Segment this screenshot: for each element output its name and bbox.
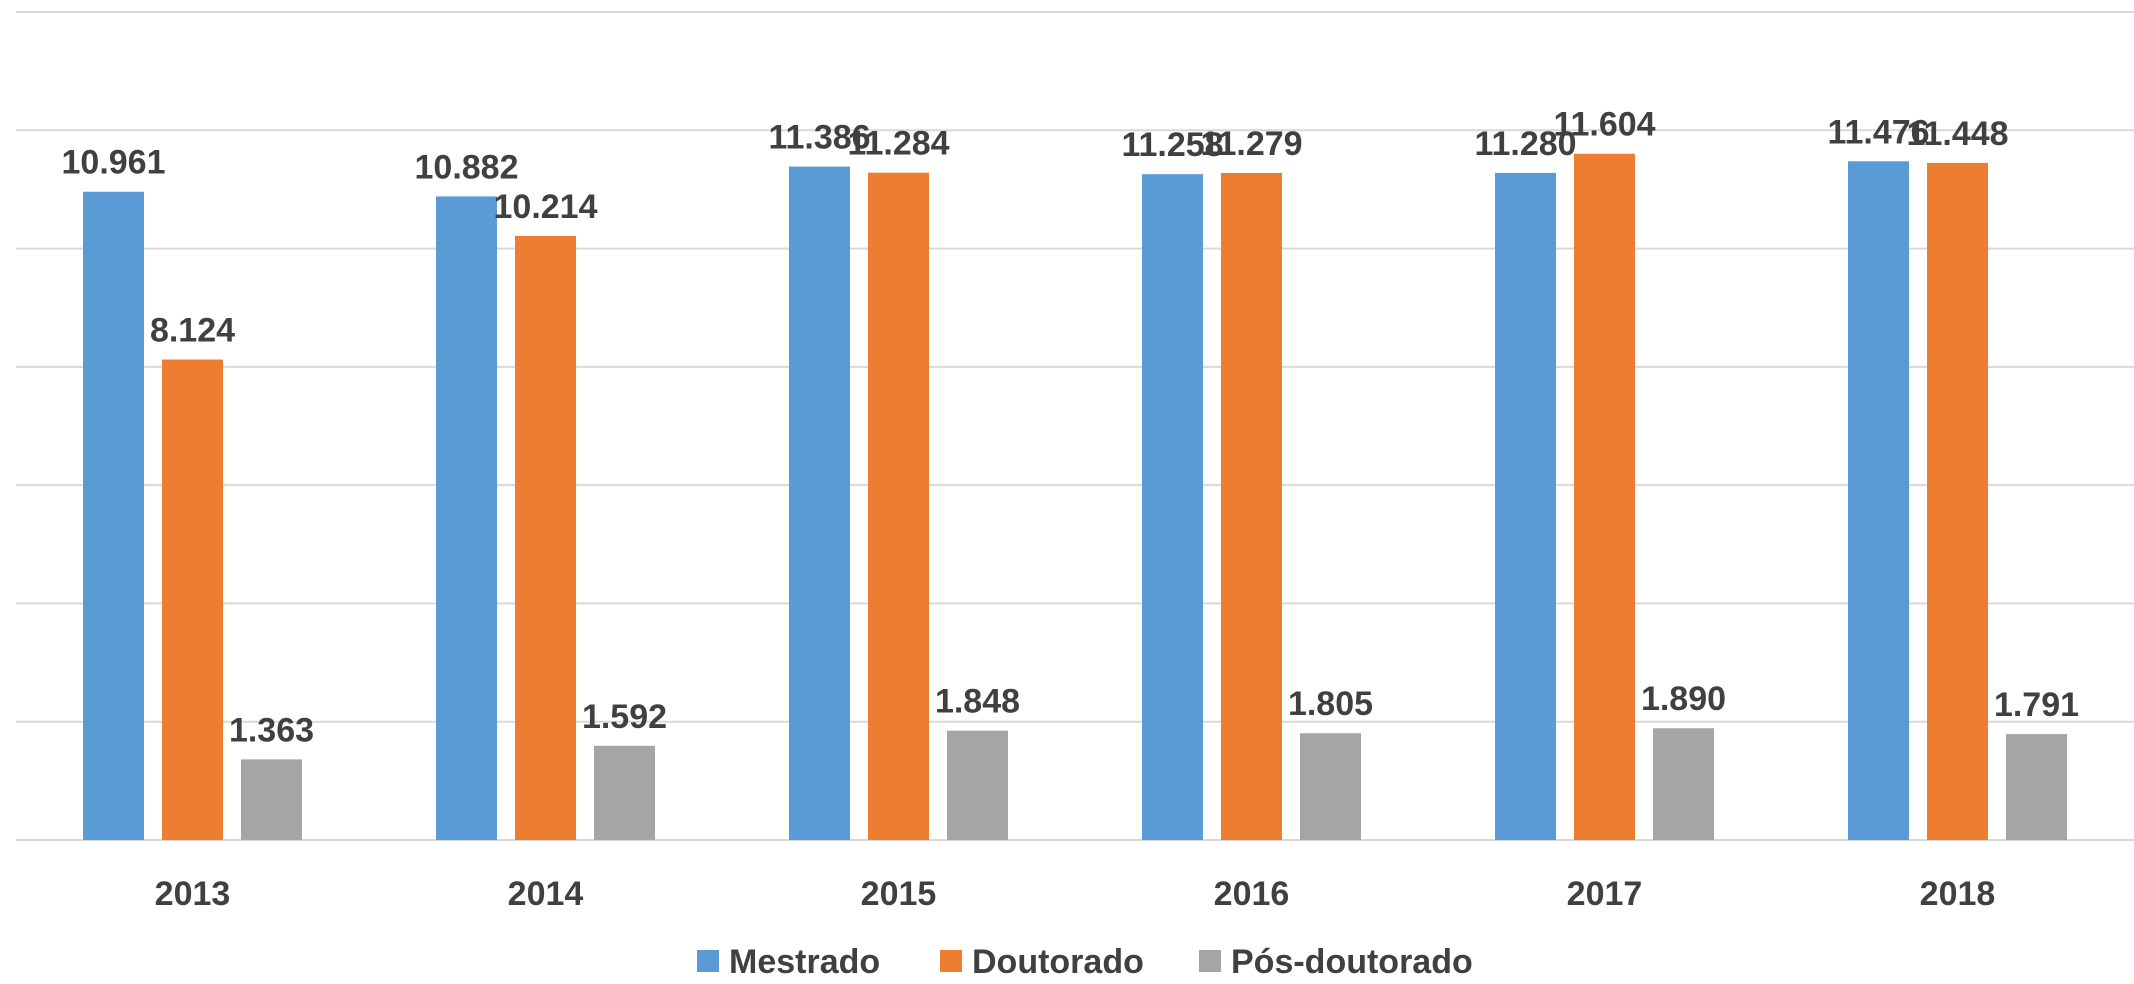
bar — [947, 730, 1008, 840]
bar — [594, 745, 655, 840]
x-tick-label: 2018 — [1920, 875, 1996, 913]
x-tick-label: 2017 — [1567, 875, 1643, 913]
bar — [241, 759, 302, 840]
data-label: 1.848 — [935, 683, 1020, 721]
bar — [162, 359, 223, 840]
x-tick-label: 2014 — [508, 875, 584, 913]
bar — [868, 172, 929, 840]
data-label: 11.386 — [768, 119, 870, 157]
data-label: 1.791 — [1994, 686, 2079, 724]
bar — [1221, 172, 1282, 840]
data-label: 10.214 — [494, 188, 598, 226]
bar — [1653, 728, 1714, 840]
x-tick-label: 2015 — [861, 875, 937, 913]
bar — [2006, 734, 2067, 840]
data-label: 8.124 — [150, 312, 235, 350]
data-label: 11.476 — [1827, 113, 1929, 151]
legend-swatch — [940, 950, 962, 972]
bar — [1142, 174, 1203, 841]
data-label: 10.882 — [415, 148, 519, 186]
data-label: 11.280 — [1474, 125, 1576, 163]
data-label: 1.805 — [1288, 685, 1373, 723]
bar — [1300, 733, 1361, 840]
data-label: 11.258 — [1121, 126, 1223, 164]
data-label: 1.592 — [582, 698, 667, 736]
bar — [1848, 161, 1909, 841]
data-label: 11.604 — [1553, 106, 1655, 144]
x-tick-label: 2016 — [1214, 875, 1290, 913]
x-tick-label: 2013 — [155, 875, 231, 913]
legend-label: Mestrado — [729, 943, 880, 979]
legend-swatch — [1199, 950, 1221, 972]
bar — [1927, 162, 1988, 841]
data-label: 1.890 — [1641, 680, 1726, 718]
bar — [83, 191, 144, 841]
data-label: 11.284 — [847, 125, 949, 163]
bar — [1574, 153, 1635, 840]
bar — [436, 196, 497, 841]
data-label: 10.961 — [62, 144, 166, 182]
bar — [515, 235, 576, 840]
legend-label: Pós-doutorado — [1231, 943, 1473, 979]
legend-swatch — [697, 950, 719, 972]
data-label: 11.279 — [1200, 125, 1302, 163]
data-label: 1.363 — [229, 711, 314, 749]
legend-label: Doutorado — [972, 943, 1144, 979]
bar — [1495, 172, 1556, 840]
bar — [789, 166, 850, 840]
data-label: 11.448 — [1906, 115, 2008, 153]
